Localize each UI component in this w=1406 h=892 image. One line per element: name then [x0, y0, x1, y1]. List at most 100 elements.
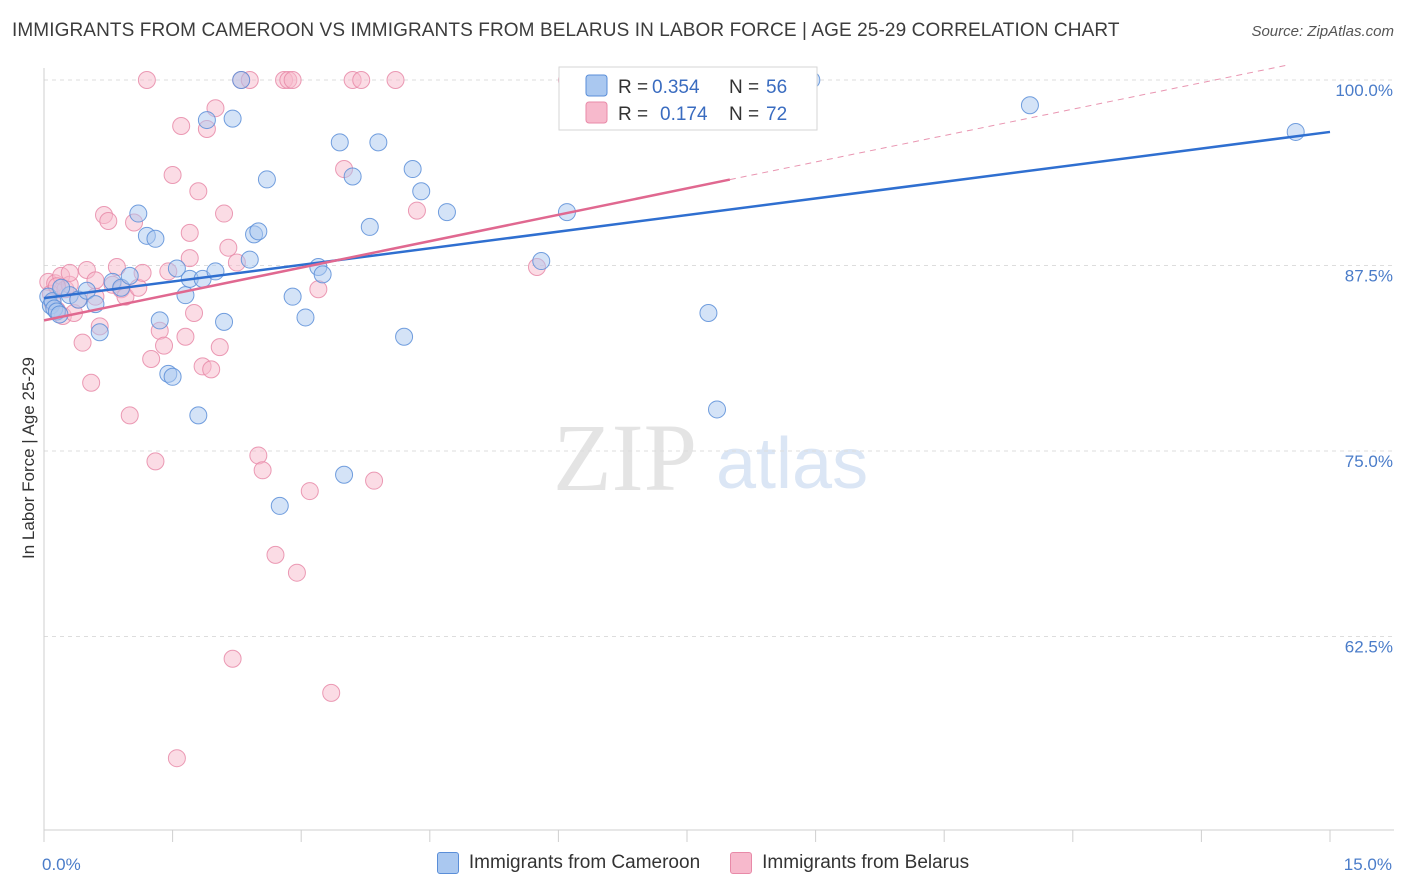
cameroon-point [395, 327, 414, 346]
chart-title: IMMIGRANTS FROM CAMEROON VS IMMIGRANTS F… [12, 20, 1120, 41]
belarus-point [249, 446, 268, 465]
belarus-point [120, 406, 139, 425]
legend-r-label-cameroon: R = [618, 77, 648, 98]
belarus-point [352, 71, 371, 89]
belarus-point [219, 238, 238, 257]
inset-legend: R = 0.354 N = 56 R = 0.174 N = 72 [558, 66, 818, 131]
cameroon-point [129, 204, 148, 223]
source-label: Source: ZipAtlas.com [1251, 23, 1394, 40]
legend-n-value-belarus: 72 [766, 104, 787, 125]
cameroon-point [232, 71, 251, 89]
cameroon-point [150, 311, 169, 330]
cameroon-point [699, 303, 718, 322]
cameroon-point [532, 252, 551, 271]
cameroon-point [313, 265, 332, 284]
cameroon-point [240, 250, 259, 269]
belarus-point [82, 373, 101, 392]
cameroon-point [343, 167, 362, 186]
cameroon-point [257, 170, 276, 189]
legend-n-value-cameroon: 56 [766, 77, 787, 98]
belarus-point [137, 71, 156, 89]
belarus-points [39, 71, 576, 768]
gridlines [44, 79, 1394, 637]
cameroon-point [330, 133, 349, 152]
belarus-point [167, 749, 186, 768]
legend-swatch-cameroon-bottom [436, 852, 459, 874]
legend-item-belarus: Immigrants from Belarus [730, 852, 969, 874]
cameroon-point [90, 323, 109, 342]
x-tick-marks [43, 830, 1331, 842]
belarus-point [407, 201, 426, 220]
belarus-point [300, 482, 319, 501]
cameroon-point [52, 278, 71, 297]
cameroon-point [146, 229, 165, 248]
legend-item-cameroon: Immigrants from Cameroon [436, 852, 700, 874]
legend-n-label-belarus: N = [729, 104, 759, 125]
belarus-point [189, 182, 208, 201]
cameroon-point [120, 266, 139, 285]
y-axis-title: In Labor Force | Age 25-29 [19, 357, 38, 559]
x-tick-label-min: 0.0% [42, 855, 81, 874]
bottom-legend: Immigrants from Cameroon Immigrants from… [0, 852, 1406, 874]
cameroon-point [360, 217, 379, 236]
legend-n-label-cameroon: N = [729, 77, 759, 98]
belarus-trend-line [43, 178, 731, 322]
cameroon-point [403, 160, 422, 179]
belarus-point [223, 649, 242, 668]
belarus-point [176, 327, 195, 346]
legend-swatch-belarus-bottom [730, 852, 753, 874]
cameroon-point [708, 400, 727, 419]
cameroon-point [412, 182, 431, 201]
belarus-point [185, 303, 204, 322]
belarus-point [60, 263, 79, 282]
cameroon-point [335, 465, 354, 484]
belarus-point [163, 165, 182, 184]
belarus-point [266, 545, 285, 564]
cameroon-point [223, 109, 242, 128]
watermark-zip: ZIP [553, 404, 697, 511]
cameroon-point [1020, 96, 1039, 115]
belarus-point [322, 683, 341, 702]
y-tick-label: 75.0% [1345, 452, 1393, 471]
legend-swatch-cameroon [585, 74, 608, 97]
belarus-trend-line-dashed [729, 64, 1288, 181]
y-tick-label: 100.0% [1335, 81, 1393, 100]
belarus-point [309, 280, 328, 299]
cameroon-point [215, 312, 234, 331]
x-tick-label-max: 15.0% [1344, 855, 1392, 874]
belarus-point [155, 336, 174, 355]
watermark-atlas: atlas [716, 424, 868, 504]
belarus-point [146, 452, 165, 471]
y-tick-label: 87.5% [1345, 267, 1393, 286]
belarus-point [172, 117, 191, 136]
cameroon-point [197, 111, 216, 130]
cameroon-point [249, 222, 268, 241]
trend-lines [43, 64, 1331, 322]
belarus-point [283, 71, 302, 89]
cameroon-point [50, 305, 69, 324]
cameroon-point [283, 287, 302, 306]
belarus-point [180, 249, 199, 268]
belarus-point [73, 333, 92, 352]
belarus-point [99, 211, 118, 230]
belarus-point [287, 563, 306, 582]
legend-swatch-belarus [585, 101, 608, 124]
legend-r-value-belarus: 0.174 [660, 104, 708, 125]
cameroon-point [270, 496, 289, 515]
belarus-point [365, 471, 384, 490]
cameroon-point [437, 203, 456, 222]
legend-r-label-belarus: R = [618, 104, 648, 125]
belarus-point [386, 71, 405, 89]
belarus-point [142, 349, 161, 368]
cameroon-points [39, 71, 1305, 515]
belarus-point [253, 461, 272, 480]
belarus-point [215, 204, 234, 223]
cameroon-point [296, 308, 315, 327]
y-tick-label: 62.5% [1345, 638, 1393, 657]
cameroon-point [163, 367, 182, 386]
cameroon-trend-line [43, 130, 1331, 300]
cameroon-point [369, 133, 388, 152]
belarus-point [180, 223, 199, 242]
cameroon-point [167, 259, 186, 278]
